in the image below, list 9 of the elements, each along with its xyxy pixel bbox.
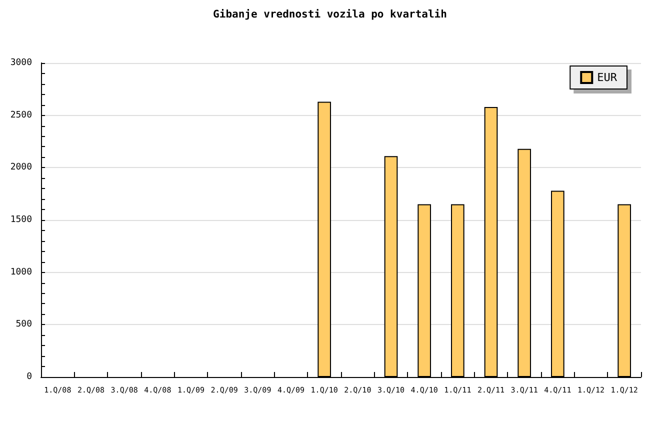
y-tick-label: 1500 bbox=[10, 215, 32, 225]
legend-label: EUR bbox=[597, 71, 618, 84]
y-tick-label: 0 bbox=[26, 372, 32, 382]
chart-title: Gibanje vrednosti vozila po kvartalih bbox=[213, 8, 447, 20]
y-tick-label: 2000 bbox=[10, 162, 32, 173]
y-tick-label: 2500 bbox=[10, 110, 32, 120]
y-tick-label: 500 bbox=[16, 320, 32, 330]
y-tick-label: 3000 bbox=[10, 58, 32, 68]
y-tick-label: 1000 bbox=[10, 267, 32, 278]
